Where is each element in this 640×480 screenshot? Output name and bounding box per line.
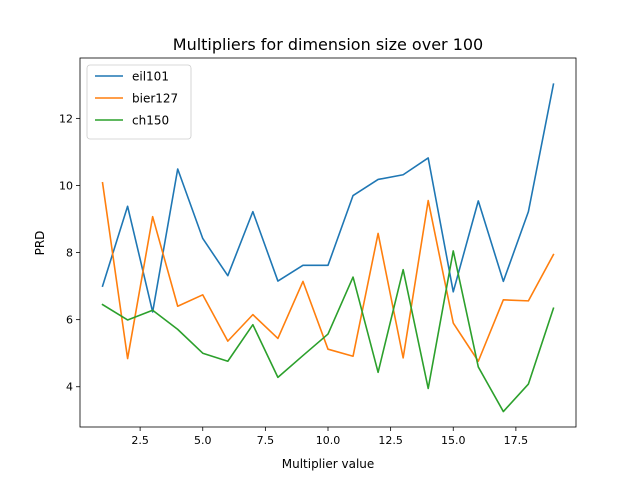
- y-tick-label: 4: [66, 381, 73, 394]
- x-tick-label: 15.0: [441, 434, 466, 447]
- legend: eil101 bier127 ch150: [86, 64, 192, 140]
- series-layer: [101, 83, 555, 413]
- y-tick-label: 10: [59, 179, 73, 192]
- x-tick-label: 2.5: [131, 434, 149, 447]
- legend-label-ch150: ch150: [132, 114, 169, 128]
- y-axis: 4 6 8 10 12: [59, 112, 80, 394]
- series-line-eil101: [101, 83, 555, 313]
- x-axis-label: Multiplier value: [282, 457, 375, 471]
- series-line-ch150: [101, 250, 555, 413]
- y-tick-label: 6: [66, 314, 73, 327]
- x-tick-label: 5.0: [194, 434, 212, 447]
- y-tick-label: 8: [66, 247, 73, 260]
- legend-label-bier127: bier127: [132, 92, 178, 106]
- chart-title: Multipliers for dimension size over 100: [173, 35, 483, 54]
- x-tick-label: 7.5: [257, 434, 275, 447]
- y-tick-label: 12: [59, 112, 73, 125]
- x-tick-label: 17.5: [504, 434, 529, 447]
- x-tick-label: 12.5: [378, 434, 403, 447]
- x-tick-label: 10.0: [316, 434, 341, 447]
- x-axis: 2.5 5.0 7.5 10.0 12.5 15.0 17.5: [131, 427, 528, 447]
- legend-label-eil101: eil101: [132, 70, 169, 84]
- y-axis-label: PRD: [33, 231, 47, 256]
- series-line-bier127: [101, 181, 555, 363]
